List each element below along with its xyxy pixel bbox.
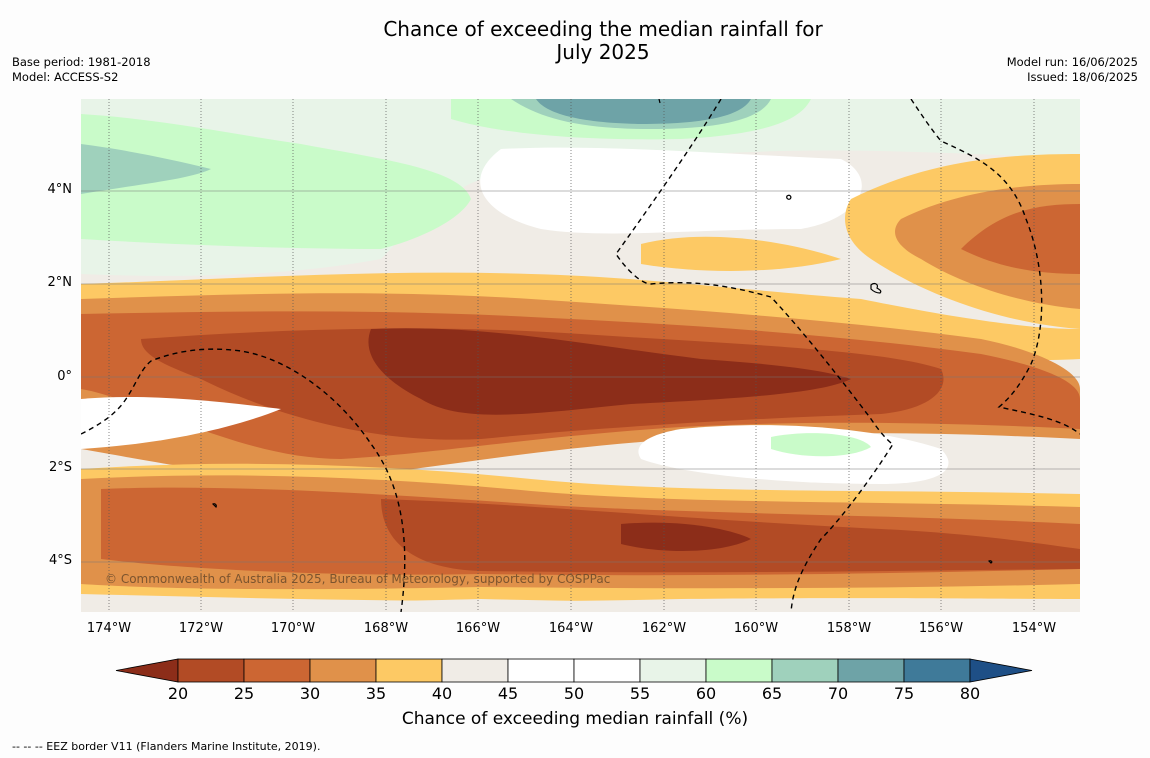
x-tick-label: 168°W [363, 621, 409, 636]
y-tick-label: 2°N [47, 275, 73, 290]
colorbar-swatch [243, 658, 311, 683]
run-info: Model run: 16/06/2025 Issued: 18/06/2025 [1007, 55, 1138, 85]
model-name: Model: ACCESS-S2 [12, 70, 119, 84]
colorbar-tick: 70 [827, 684, 849, 703]
zone-45-55-center [480, 147, 862, 234]
colorbar-tick: 35 [365, 684, 387, 703]
zone-60-65-south [771, 433, 871, 457]
colorbar-tick: 50 [563, 684, 585, 703]
colorbar-label: Chance of exceeding median rainfall (%) [401, 709, 749, 729]
colorbar-tick: 60 [695, 684, 717, 703]
colorbar-tick: 30 [299, 684, 321, 703]
colorbar-tick: 40 [431, 684, 453, 703]
zone-40-45-bottom [81, 594, 1080, 612]
copyright-note: © Commonwealth of Australia 2025, Bureau… [105, 572, 611, 586]
x-tick-label: 156°W [918, 621, 964, 636]
issued-date: Issued: 18/06/2025 [1027, 70, 1138, 84]
colorbar-swatch [771, 658, 839, 683]
zone-below-20-core [368, 328, 851, 415]
y-tick-label: 4°S [48, 553, 72, 568]
model-run-date: Model run: 16/06/2025 [1006, 55, 1138, 69]
rainfall-map [81, 99, 1080, 612]
x-tick-label: 160°W [733, 621, 779, 636]
x-tick-label: 174°W [86, 621, 132, 636]
x-tick-label: 158°W [826, 621, 872, 636]
eez-borders [81, 99, 1080, 612]
y-tick-label: 0° [57, 369, 72, 384]
colorbar-swatch [309, 658, 377, 683]
x-tick-label: 164°W [548, 621, 594, 636]
zone-70-75-west [81, 144, 211, 194]
colorbar-swatch [903, 658, 971, 683]
x-tick-label: 172°W [178, 621, 224, 636]
colorbar-tick: 55 [629, 684, 651, 703]
colorbar-tick: 75 [893, 684, 915, 703]
colorbar-swatch [177, 658, 245, 683]
x-tick-label: 166°W [455, 621, 501, 636]
eez-legend-note: -- -- -- EEZ border V11 (Flanders Marine… [12, 740, 321, 753]
zone-below-20-south [621, 522, 751, 551]
zone-45-55-west [81, 397, 281, 449]
colorbar-swatch [639, 658, 707, 683]
colorbar-tick: 25 [233, 684, 255, 703]
x-tick-label: 170°W [270, 621, 316, 636]
colorbar-tick: 65 [761, 684, 783, 703]
zone-25-30-east [961, 204, 1080, 274]
y-tick-label: 2°S [48, 460, 72, 475]
colorbar-swatch [375, 658, 443, 683]
title-line-1: Chance of exceeding the median rainfall … [383, 17, 823, 41]
colorbar-tick: 80 [959, 684, 981, 703]
title-line-2: July 2025 [556, 40, 650, 64]
map-title: Chance of exceeding the median rainfall … [300, 18, 906, 64]
colorbar-swatch [837, 658, 905, 683]
colorbar-tick: 45 [497, 684, 519, 703]
zone-65-70 [81, 114, 471, 249]
x-tick-label: 162°W [641, 621, 687, 636]
colorbar-swatch [705, 658, 773, 683]
x-tick-label: 154°W [1011, 621, 1057, 636]
y-tick-label: 4°N [47, 182, 73, 197]
base-period: Base period: 1981-2018 [12, 55, 151, 69]
colorbar [115, 658, 1033, 683]
colorbar-arrow-low [115, 658, 179, 683]
colorbar-arrow-high [969, 658, 1033, 683]
model-info: Base period: 1981-2018 Model: ACCESS-S2 [12, 55, 151, 85]
colorbar-swatch [507, 658, 575, 683]
zone-75-80-north [536, 99, 751, 124]
colorbar-tick: 20 [167, 684, 189, 703]
zone-35-40-mid [641, 236, 841, 271]
colorbar-swatch [441, 658, 509, 683]
colorbar-swatch [573, 658, 641, 683]
parallels [81, 190, 1080, 563]
islands [211, 99, 993, 564]
